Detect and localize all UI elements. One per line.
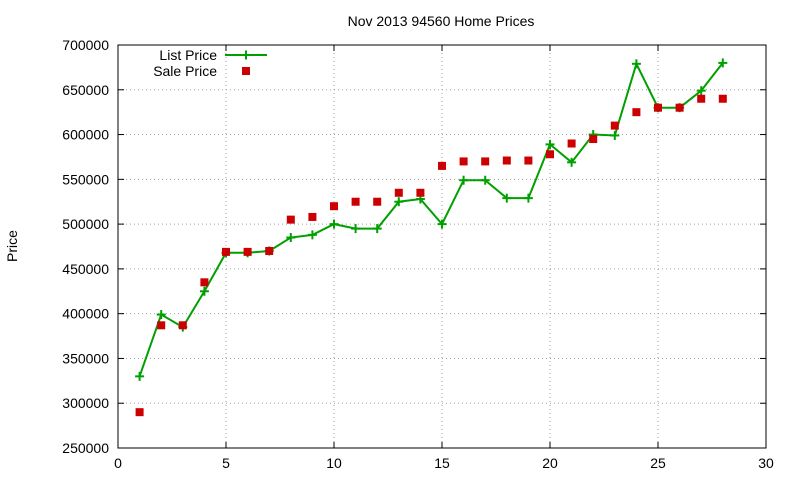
y-tick-label: 650000 (62, 82, 109, 98)
grid (118, 45, 766, 448)
x-tick-label: 30 (758, 455, 774, 471)
sale-price-point (200, 278, 209, 287)
list-price-point (329, 219, 339, 229)
sale-price-point (308, 212, 317, 221)
y-tick-label: 600000 (62, 127, 109, 143)
list-price-point (286, 233, 296, 243)
sale-price-point (394, 188, 403, 197)
y-tick-label: 300000 (62, 395, 109, 411)
sale-price-point (459, 157, 468, 166)
sale-price-point (589, 135, 598, 144)
sale-price-point (697, 94, 706, 103)
sale-price-point (675, 103, 684, 112)
sale-price-point (373, 197, 382, 206)
sale-price-point (718, 94, 727, 103)
list-price-point (523, 193, 533, 203)
sale-price-point (654, 103, 662, 112)
sale-price-point (481, 157, 490, 166)
legend-swatch-marker (242, 67, 250, 75)
list-price-point (156, 310, 166, 320)
sale-price-point (567, 139, 576, 148)
list-price-point (437, 219, 447, 229)
y-axis-label: Price (4, 230, 20, 262)
axis-ticks: 0 5 10 15 20 25 30 250000 300000 350000 400000 4500… (62, 37, 774, 471)
list-price-point (610, 130, 620, 140)
series (135, 58, 728, 417)
y-tick-label: 550000 (62, 171, 109, 187)
y-tick-label: 450000 (62, 261, 109, 277)
y-tick-label: 700000 (62, 37, 109, 53)
sale-price-point (502, 156, 511, 165)
chart-title: Nov 2013 94560 Home Prices (348, 13, 535, 29)
x-tick-label: 25 (650, 455, 666, 471)
sale-price-point (416, 188, 425, 197)
sale-price-point (546, 150, 554, 159)
list-price-point (567, 157, 577, 167)
list-price-point (307, 230, 317, 240)
sale-price-point (243, 247, 252, 256)
sale-price-point (265, 246, 274, 255)
list-price-point (631, 59, 641, 69)
x-tick-label: 20 (542, 455, 558, 471)
list-price-point (372, 224, 382, 234)
x-tick-label: 15 (434, 455, 450, 471)
x-tick-label: 5 (222, 455, 230, 471)
list-price-point (718, 58, 728, 68)
y-tick-label: 250000 (62, 440, 109, 456)
sale-price-point (178, 321, 187, 330)
sale-price-point (632, 108, 641, 117)
list-price-point (394, 197, 404, 207)
sale-price-point (524, 156, 533, 165)
y-tick-label: 500000 (62, 216, 109, 232)
list-price-point (135, 371, 145, 381)
list-price-point (351, 224, 361, 234)
x-tick-label: 10 (326, 455, 342, 471)
sale-price-point (157, 321, 166, 330)
list-price-point (199, 286, 209, 296)
sale-price-series (135, 94, 727, 417)
sale-price-point (438, 161, 446, 170)
list-price-point (459, 175, 469, 185)
legend-label: List Price (159, 47, 217, 63)
sale-price-point (610, 121, 619, 130)
legend-label: Sale Price (153, 63, 217, 79)
list-price-point (502, 193, 512, 203)
sale-price-point (351, 197, 360, 206)
sale-price-point (135, 408, 144, 417)
list-price-point (696, 86, 706, 96)
sale-price-point (330, 202, 338, 211)
sale-price-point (222, 247, 230, 256)
y-tick-label: 350000 (62, 350, 109, 366)
legend-swatch-marker (241, 50, 251, 60)
list-price-point (480, 175, 490, 185)
list-price-point (545, 139, 555, 149)
list-price-line (138, 61, 724, 377)
sale-price-point (286, 215, 295, 224)
x-tick-label: 0 (114, 455, 122, 471)
list-price-series (135, 58, 728, 381)
y-tick-label: 400000 (62, 306, 109, 322)
